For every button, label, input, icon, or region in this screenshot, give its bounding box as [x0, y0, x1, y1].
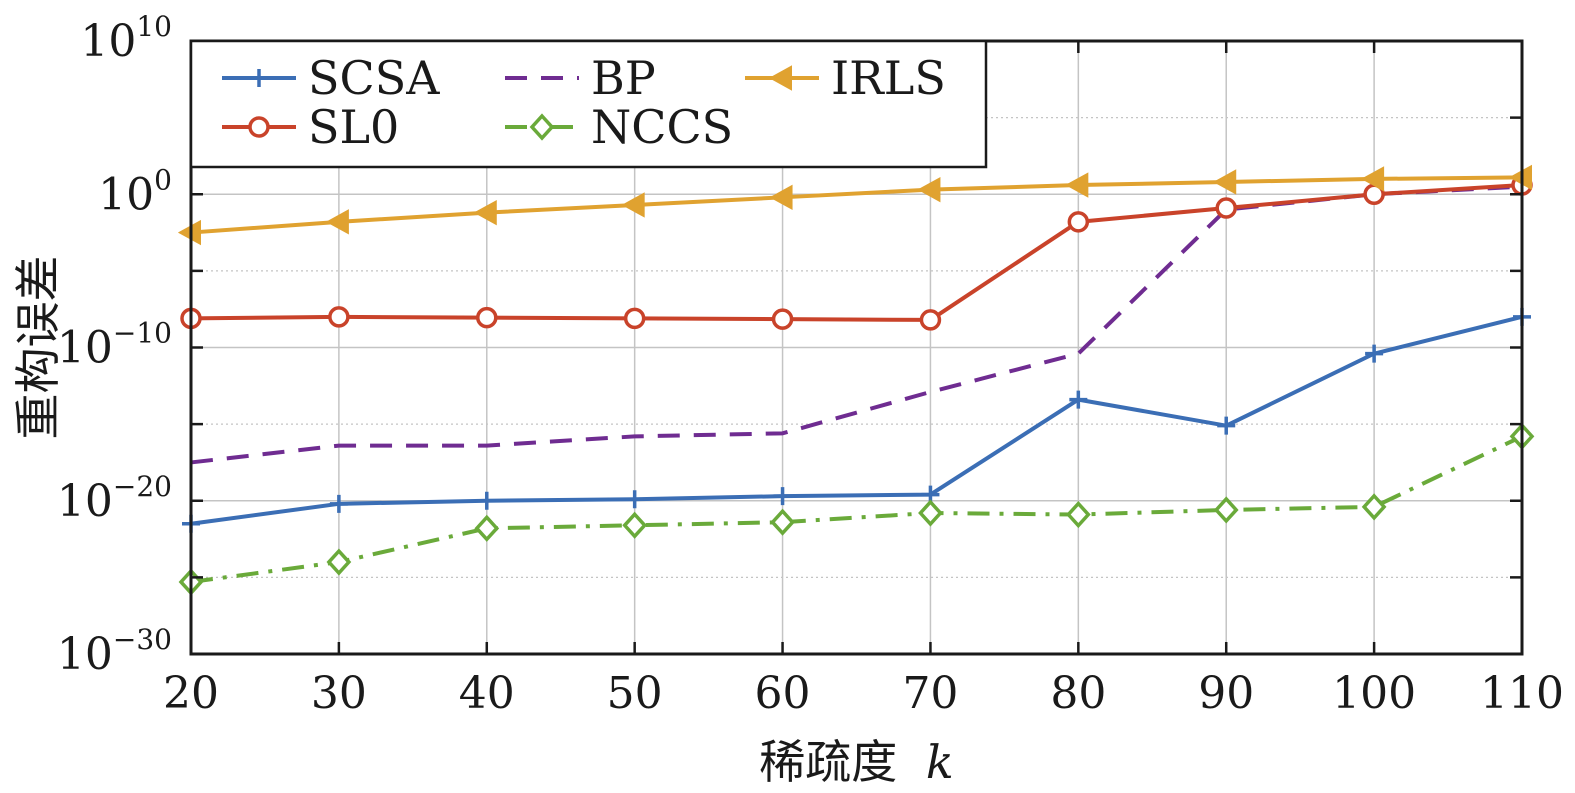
legend-marker: [248, 116, 270, 138]
data-point-nccs: [1213, 496, 1239, 524]
legend-label: IRLS: [831, 51, 946, 105]
data-point-sl0: [476, 306, 498, 329]
x-tick-label: 110: [1480, 668, 1564, 719]
data-point-scsa: [625, 490, 644, 509]
data-point-scsa: [1069, 390, 1088, 409]
series-scsa: [182, 307, 1531, 533]
x-axis-label-text: 稀疏度: [759, 735, 897, 789]
data-point-scsa: [477, 491, 496, 510]
data-point-irls: [1065, 172, 1089, 198]
series-sl0: [180, 174, 1533, 331]
data-point-nccs: [326, 548, 352, 576]
y-tick-base: 10: [57, 629, 113, 680]
data-point-sl0: [1215, 197, 1237, 219]
data-point-sl0: [919, 309, 942, 331]
legend-marker: [250, 69, 268, 87]
legend-label: BP: [591, 51, 656, 105]
x-tick-label: 20: [163, 668, 219, 719]
legend-item-sl0: SL0: [222, 100, 399, 154]
x-tick-label: 80: [1050, 668, 1106, 719]
data-point-sl0: [328, 306, 350, 328]
axis-ticks: 20 30 40 50 60 70 80 90 100 110101010010−1010−201…: [57, 10, 1564, 719]
y-tick-base: 10: [57, 323, 113, 374]
legend-label: SCSA: [308, 51, 440, 105]
data-point-nccs: [918, 499, 943, 527]
data-point-irls: [621, 192, 645, 218]
series-line-nccs: [190, 434, 1523, 584]
legend-box: [189, 39, 988, 169]
data-point-nccs: [770, 508, 795, 536]
plot-series: [177, 164, 1535, 596]
legend-item-bp: BP: [505, 51, 656, 105]
legend-label: NCCS: [591, 100, 733, 154]
x-axis-label: 稀疏度 k: [759, 735, 954, 789]
series-nccs: [178, 422, 1535, 596]
data-point-nccs: [1361, 493, 1387, 521]
y-axis-label: 重构误差: [11, 256, 65, 440]
legend-item-scsa: SCSA: [222, 51, 440, 105]
data-point-scsa: [1217, 416, 1236, 435]
y-tick-exponent: −30: [113, 623, 172, 656]
data-point-nccs: [474, 514, 500, 542]
data-point-irls: [769, 184, 793, 211]
y-tick-base: 10: [57, 476, 113, 527]
y-tick-exponent: 0: [154, 163, 172, 196]
legend-item-nccs: NCCS: [505, 100, 733, 154]
series-line-sl0: [190, 183, 1523, 322]
y-tick-exponent: −10: [113, 317, 172, 350]
data-point-irls: [473, 199, 497, 226]
x-tick-label: 90: [1198, 668, 1254, 719]
y-tick-label: 1010: [80, 10, 172, 67]
legend-item-irls: IRLS: [745, 51, 946, 105]
data-point-irls: [917, 176, 941, 203]
x-tick-label: 50: [607, 668, 663, 719]
legend-marker: [529, 113, 555, 141]
data-point-scsa: [773, 487, 792, 506]
y-tick-label: 10−20: [57, 470, 172, 527]
data-point-nccs: [1065, 500, 1091, 529]
data-point-scsa: [1365, 344, 1384, 363]
y-tick-label: 10−30: [57, 623, 172, 680]
data-point-irls: [1361, 166, 1385, 192]
y-tick-label: 10−10: [57, 317, 172, 374]
legend-label: SL0: [308, 100, 399, 154]
data-point-irls: [1213, 169, 1237, 195]
x-tick-label: 60: [755, 668, 811, 719]
y-tick-label: 100: [98, 163, 172, 220]
y-tick-exponent: 10: [136, 10, 172, 43]
series-bp: [190, 184, 1523, 465]
y-tick-base: 10: [80, 16, 136, 67]
x-tick-label: 30: [311, 668, 367, 719]
x-tick-label: 40: [459, 668, 515, 719]
series-line-scsa: [190, 314, 1523, 526]
data-point-scsa: [329, 494, 348, 513]
data-point-nccs: [622, 511, 648, 539]
series-line-bp: [190, 184, 1523, 465]
data-point-sl0: [771, 308, 794, 330]
x-tick-label: 100: [1332, 668, 1416, 719]
legend-marker: [768, 65, 792, 91]
y-tick-exponent: −20: [113, 470, 172, 503]
series-line-irls: [190, 175, 1523, 235]
x-axis-variable: k: [926, 735, 954, 789]
data-point-sl0: [623, 307, 646, 330]
y-tick-base: 10: [98, 169, 154, 220]
data-point-irls: [325, 209, 349, 235]
data-point-sl0: [1067, 211, 1090, 233]
series-irls: [177, 164, 1532, 246]
x-tick-label: 70: [902, 668, 958, 719]
